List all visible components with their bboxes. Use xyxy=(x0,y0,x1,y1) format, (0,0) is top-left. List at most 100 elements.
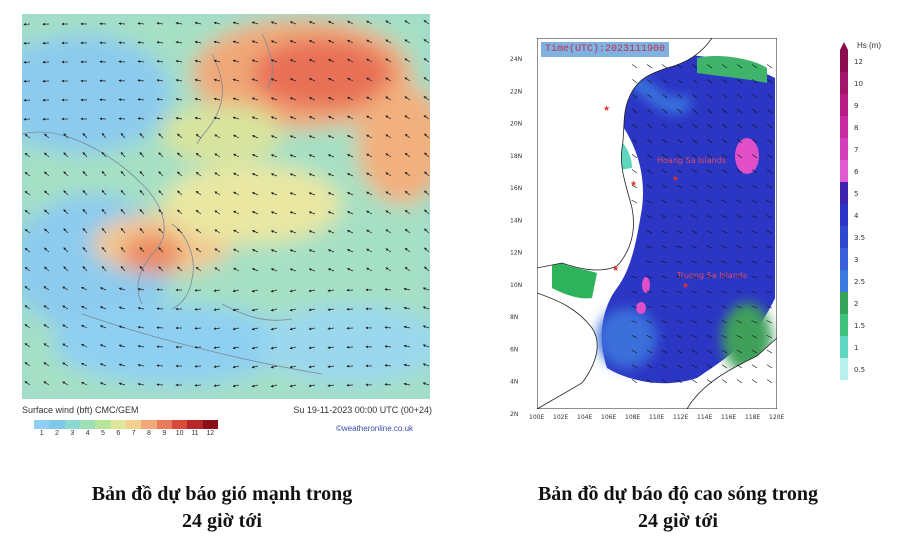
wave-arrow xyxy=(646,349,653,354)
wind-arrow xyxy=(289,135,297,139)
wind-arrow xyxy=(404,20,411,25)
wind-arrow xyxy=(366,191,373,196)
wave-arrow xyxy=(766,245,773,249)
wave-arrow xyxy=(676,275,683,279)
wind-arrow xyxy=(347,20,354,25)
wind-arrow xyxy=(270,384,278,388)
wave-arrow xyxy=(631,169,638,174)
wind-scale-swatch xyxy=(34,420,50,429)
wave-arrow xyxy=(677,154,683,159)
wind-arrow xyxy=(289,21,297,25)
wind-arrow xyxy=(289,365,297,369)
wave-arrow xyxy=(706,184,713,189)
wind-arrow xyxy=(118,60,126,64)
wind-arrow xyxy=(327,78,335,82)
wind-arrow xyxy=(195,190,202,196)
wind-arrow xyxy=(366,134,373,139)
wind-arrow xyxy=(327,192,335,196)
wind-arrow xyxy=(177,133,183,139)
wind-scale-label: 2 xyxy=(55,430,59,437)
wind-arrow xyxy=(177,152,183,158)
wave-arrow xyxy=(721,260,728,264)
wind-arrow xyxy=(327,384,335,387)
wind-arrow xyxy=(308,21,316,25)
wave-arrow xyxy=(646,275,653,279)
wind-arrow xyxy=(385,58,392,63)
wind-arrow xyxy=(308,192,316,196)
wave-arrow xyxy=(692,79,698,84)
wind-arrow xyxy=(82,152,88,158)
wind-arrow xyxy=(327,230,335,234)
wind-arrow xyxy=(366,115,373,120)
wind-arrow xyxy=(195,133,202,139)
wind-arrow xyxy=(270,59,278,63)
wave-arrow xyxy=(707,154,713,159)
wave-arrow xyxy=(646,169,653,174)
wave-arrow xyxy=(721,199,728,204)
wind-arrow xyxy=(81,362,88,367)
wave-arrow xyxy=(706,169,713,174)
wind-arrow xyxy=(424,266,430,272)
wave-legend-label: 2.5 xyxy=(854,278,865,286)
wind-arrow xyxy=(251,59,259,63)
wave-arrow xyxy=(706,199,713,204)
wind-arrow xyxy=(270,308,278,312)
wave-direction-vectors xyxy=(631,64,773,384)
wind-arrow xyxy=(120,208,126,215)
wave-arrow xyxy=(631,379,638,384)
wind-arrow xyxy=(270,365,278,369)
wind-arrow xyxy=(366,58,373,63)
wind-scale-label: 8 xyxy=(147,430,151,437)
wind-arrow xyxy=(347,115,354,120)
wind-arrow xyxy=(118,22,126,26)
wind-arrow xyxy=(308,116,316,120)
wave-arrow xyxy=(691,379,698,384)
longitude-label: 100E xyxy=(529,414,544,421)
wave-arrow xyxy=(662,123,668,129)
wind-arrow xyxy=(63,190,69,196)
wave-arrow xyxy=(632,108,638,114)
wind-arrow xyxy=(270,21,278,25)
wind-arrow xyxy=(24,286,31,291)
wind-scale-swatch xyxy=(64,420,80,429)
wind-arrow xyxy=(214,153,221,158)
wave-arrow xyxy=(676,245,683,249)
longitude-label: 112E xyxy=(673,414,688,421)
wave-arrow xyxy=(767,79,773,84)
wave-legend-swatch xyxy=(840,204,848,226)
wind-scale-label: 5 xyxy=(101,430,105,437)
wave-arrow xyxy=(676,199,683,204)
wind-arrow xyxy=(384,383,392,386)
wind-arrow xyxy=(232,21,240,25)
wave-arrow xyxy=(722,154,728,159)
wind-arrow xyxy=(327,59,335,63)
wave-arrow xyxy=(767,108,773,114)
wind-arrow xyxy=(270,78,278,82)
wave-arrow xyxy=(646,320,653,324)
wave-legend-label: 0.5 xyxy=(854,366,865,374)
wave-legend-label: 1.5 xyxy=(854,322,865,330)
wind-arrow xyxy=(251,40,259,44)
wind-arrow xyxy=(120,189,126,196)
wave-arrow xyxy=(722,108,728,114)
wave-arrow xyxy=(751,169,758,174)
wave-arrow xyxy=(737,108,743,114)
wind-arrow xyxy=(289,173,297,177)
wind-scale-swatch xyxy=(95,420,111,429)
wind-arrow xyxy=(118,306,126,310)
wave-arrow xyxy=(766,320,773,324)
latitude-label: 12N xyxy=(510,250,522,257)
wave-height-legend: 12 10 9 8 7 6 5 4 3.5 3 2.5 2 1.5 1 0.5 xyxy=(840,42,865,380)
wave-arrow xyxy=(706,349,713,354)
wind-arrow xyxy=(251,78,259,82)
wind-arrow xyxy=(385,191,392,196)
wave-legend-swatch xyxy=(840,116,848,138)
wave-arrow xyxy=(766,184,773,189)
wind-arrow xyxy=(24,324,31,329)
wind-arrow xyxy=(81,343,88,348)
wave-arrow xyxy=(661,320,668,324)
wind-arrow xyxy=(213,346,221,350)
wind-arrow xyxy=(118,98,126,102)
wave-arrow xyxy=(706,305,713,309)
wave-arrow xyxy=(691,364,698,369)
